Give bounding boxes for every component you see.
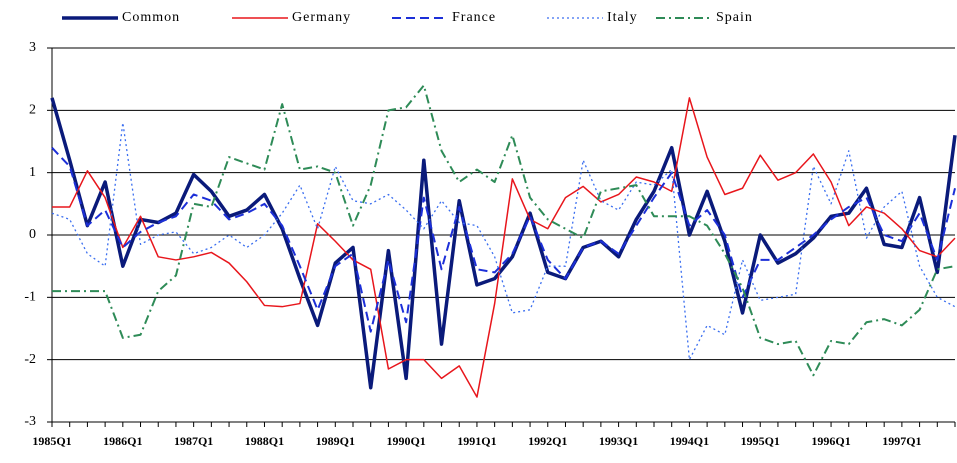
legend-label: Italy — [607, 10, 638, 25]
series-line — [52, 97, 956, 398]
legend-label: France — [452, 10, 496, 25]
legend-label: Common — [122, 10, 180, 25]
x-tick-label: 1996Q1 — [811, 434, 850, 448]
y-tick-label: -2 — [24, 352, 36, 367]
x-tick-label: 1988Q1 — [245, 434, 284, 448]
x-tick-label: 1991Q1 — [457, 434, 496, 448]
series-line — [52, 84, 956, 377]
x-tick-label: 1994Q1 — [670, 434, 709, 448]
legend-label: Spain — [716, 10, 753, 25]
x-tick-label: 1987Q1 — [174, 434, 213, 448]
y-tick-label: -1 — [24, 290, 36, 305]
y-tick-label: -3 — [24, 414, 36, 429]
series-line — [51, 147, 956, 333]
y-tick-label: 2 — [29, 103, 36, 118]
x-tick-label: 1990Q1 — [386, 434, 425, 448]
x-tick-label: 1993Q1 — [599, 434, 638, 448]
x-tick-label: 1986Q1 — [103, 434, 142, 448]
x-tick-label: 1997Q1 — [882, 434, 921, 448]
x-tick-label: 1985Q1 — [32, 434, 71, 448]
y-tick-label: 1 — [29, 165, 36, 180]
y-tick-label: 0 — [29, 227, 36, 242]
series-line — [50, 97, 957, 390]
y-tick-label: 3 — [29, 40, 36, 55]
x-tick-label: 1989Q1 — [316, 434, 355, 448]
x-tick-label: 1992Q1 — [528, 434, 567, 448]
x-tick-label: 1995Q1 — [741, 434, 780, 448]
series-line — [51, 122, 956, 361]
legend-label: Germany — [292, 10, 351, 25]
